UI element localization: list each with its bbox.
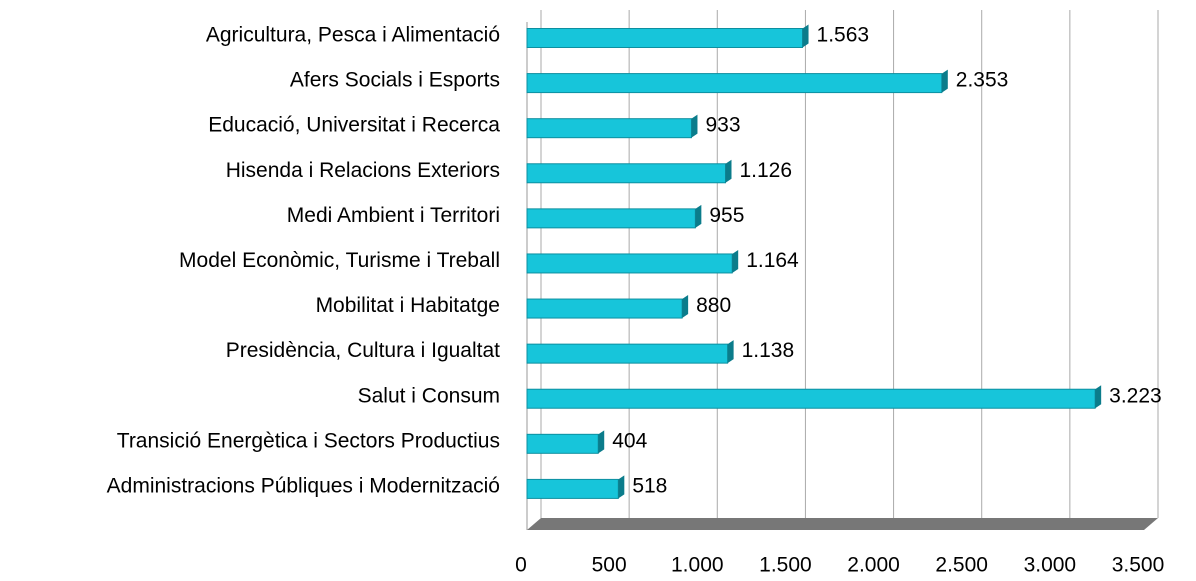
value-label: 1.164 (746, 249, 799, 272)
y-tick-label: Hisenda i Relacions Exteriors (226, 159, 500, 182)
y-tick-label: Salut i Consum (358, 384, 500, 407)
x-tick-label: 1.500 (759, 554, 812, 577)
bar-cap (1095, 385, 1102, 409)
bar-cap (598, 430, 605, 454)
x-tick-label: 3.000 (1024, 554, 1077, 577)
value-label: 1.138 (742, 339, 795, 362)
y-tick-label: Agricultura, Pesca i Alimentació (206, 24, 500, 47)
bar (526, 478, 619, 499)
bar-cap (727, 340, 734, 364)
x-tick-label: 1.000 (671, 554, 724, 577)
x-tick-label: 3.500 (1112, 554, 1165, 577)
bar (526, 433, 599, 454)
y-tick-label: Mobilitat i Habitatge (316, 294, 500, 317)
bar (526, 163, 726, 184)
bar (526, 208, 696, 229)
y-tick-label: Transició Energètica i Sectors Productiu… (117, 429, 500, 452)
value-label: 880 (696, 294, 731, 317)
bar (526, 118, 692, 139)
bar-cap (732, 249, 739, 273)
x-tick-label: 2.500 (935, 554, 988, 577)
x-tick-label: 2.000 (847, 554, 900, 577)
x-tick-label: 500 (592, 554, 627, 577)
bar (526, 298, 683, 319)
bar (526, 28, 804, 48)
y-tick-label: Medi Ambient i Territori (287, 204, 500, 227)
value-label: 404 (612, 429, 647, 452)
y-tick-label: Presidència, Cultura i Igualtat (226, 339, 500, 362)
value-label: 518 (632, 474, 667, 497)
bar-cap (941, 69, 948, 93)
bar (526, 253, 733, 274)
y-tick-label: Model Econòmic, Turisme i Treball (179, 249, 500, 272)
value-label: 955 (709, 204, 744, 227)
bar-cap (682, 295, 689, 319)
value-label: 2.353 (956, 69, 1009, 92)
value-label: 1.563 (817, 24, 870, 47)
floor (527, 518, 1158, 530)
y-tick-label: Educació, Universitat i Recerca (208, 114, 500, 137)
bar (526, 343, 729, 364)
y-tick-label: Afers Socials i Esports (290, 69, 500, 92)
bar-cap (802, 24, 809, 48)
value-label: 1.126 (739, 159, 792, 182)
bar-cap (618, 475, 625, 499)
bar-cap (725, 159, 732, 183)
bar-cap (695, 204, 702, 228)
bar (526, 73, 943, 94)
value-label: 3.223 (1109, 384, 1162, 407)
bar (526, 388, 1096, 409)
bar-cap (691, 114, 698, 138)
y-tick-label: Administracions Públiques i Modernitzaci… (107, 474, 500, 497)
value-label: 933 (705, 114, 740, 137)
x-tick-label: 0 (515, 554, 527, 577)
